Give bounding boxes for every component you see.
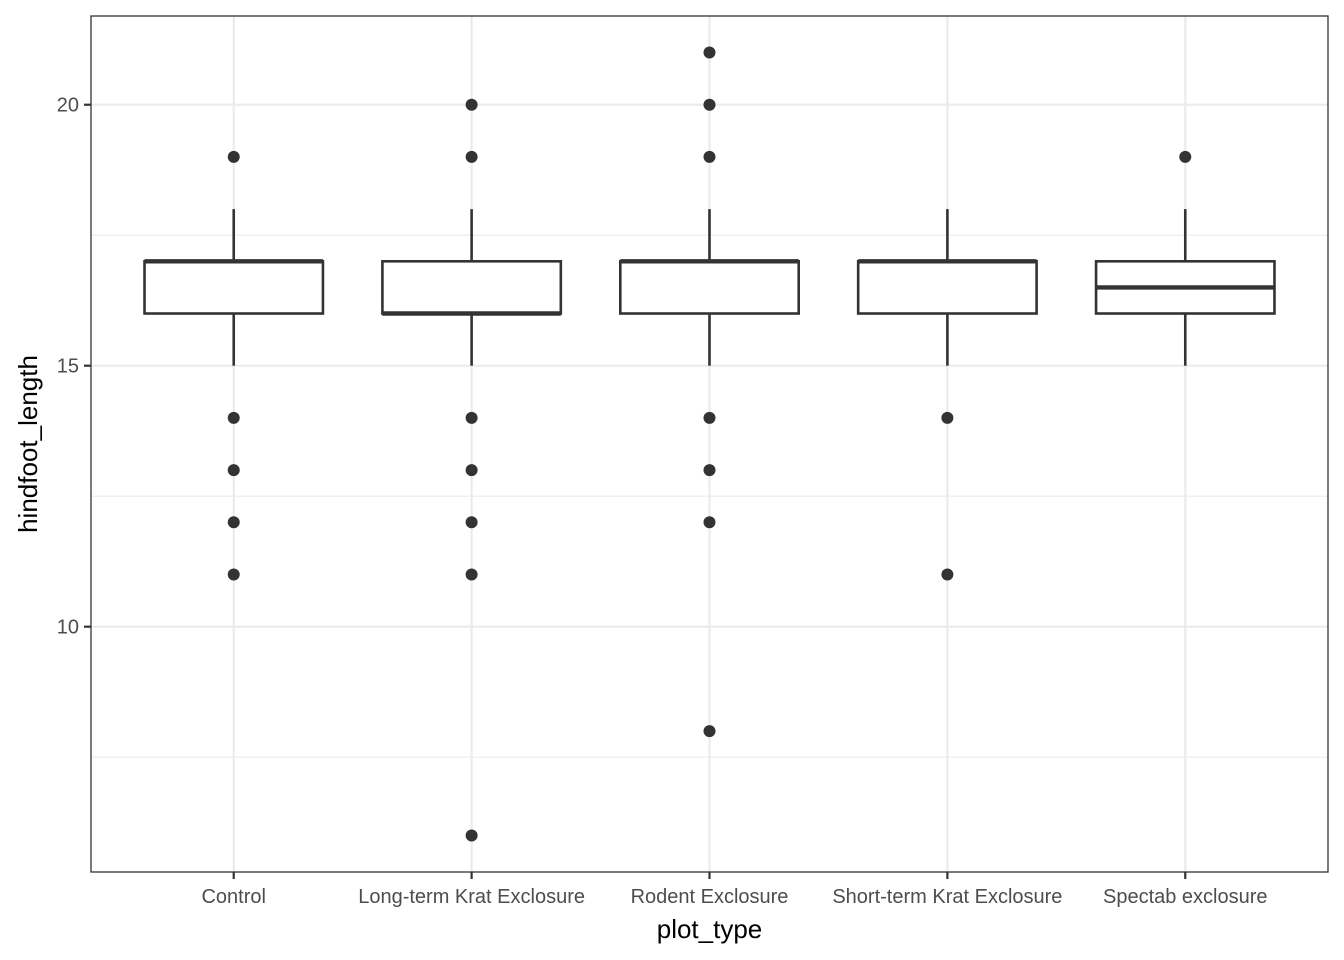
y-tick-label: 20 [57,95,79,117]
outlier-point [227,568,240,581]
outlier-point [703,464,716,477]
box-group [618,46,801,738]
x-tick-label: Control [201,886,265,908]
box-body [381,260,563,315]
box-group [1094,150,1276,366]
outlier-point [465,829,478,842]
outlier-point [703,516,716,529]
outlier-point [465,568,478,581]
outlier-point [703,98,716,111]
box-group [143,150,325,581]
outlier-point [703,150,716,163]
outlier-point [227,411,240,424]
boxes-layer [143,46,1276,842]
outlier-point [465,464,478,477]
box-body [856,260,1038,315]
box-group [856,209,1038,581]
x-axis-title: plot_type [657,914,763,944]
outlier-point [465,98,478,111]
box-group [381,98,563,842]
outlier-point [227,150,240,163]
outlier-point [227,516,240,529]
outlier-point [941,568,954,581]
outlier-point [703,411,716,424]
x-tick-label: Short-term Krat Exclosure [832,886,1062,908]
x-tick-label: Long-term Krat Exclosure [358,886,585,908]
y-tick-label: 15 [57,356,79,378]
outlier-point [465,516,478,529]
outlier-point [465,150,478,163]
x-tick-label: Spectab exclosure [1103,886,1268,908]
outlier-point [703,46,716,59]
outlier-point [465,411,478,424]
box-body [143,260,325,315]
y-tick-label: 10 [57,617,79,639]
y-axis-title: hindfoot_length [13,355,43,533]
outlier-point [227,464,240,477]
outlier-point [1179,150,1192,163]
x-tick-label: Rodent Exclosure [631,886,789,908]
outlier-point [703,725,716,738]
box-body [618,260,801,315]
axes-layer: 10 15 20 Control Long-term Krat Exclosure Rod… [57,95,1268,908]
outlier-point [941,411,954,424]
